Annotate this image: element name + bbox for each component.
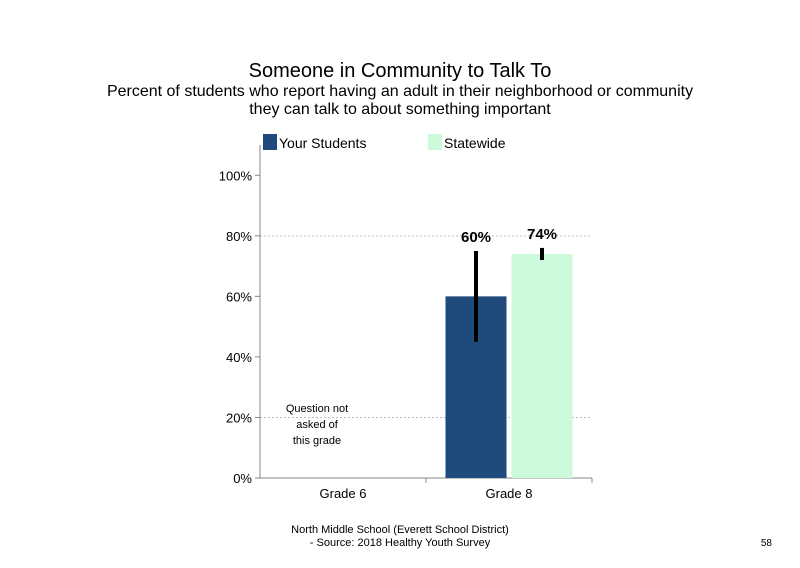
chart-subtitle: Percent of students who report having an… <box>0 83 800 119</box>
y-tick-label: 0% <box>233 471 252 486</box>
y-tick-label: 20% <box>226 410 252 425</box>
subtitle-line-1: Percent of students who report having an… <box>106 83 694 100</box>
legend-swatch <box>428 134 442 150</box>
x-tick-label: Grade 8 <box>486 486 533 501</box>
bar <box>511 253 573 478</box>
annotation-text: asked of <box>296 419 339 431</box>
subtitle-line-2: they can talk to about something importa… <box>249 101 551 118</box>
footer-source: - Source: 2018 Healthy Youth Survey <box>309 537 491 549</box>
page-number: 58 <box>760 538 772 549</box>
legend-label: Your Students <box>279 135 366 151</box>
legend-label: Statewide <box>444 135 506 151</box>
annotation-text: this grade <box>293 435 341 447</box>
data-label: 60% <box>461 229 491 246</box>
data-label: 74% <box>527 226 557 243</box>
footer: North Middle School (Everett School Dist… <box>0 524 800 550</box>
y-tick-label: 40% <box>226 350 252 365</box>
chart-title: Someone in Community to Talk To <box>248 60 552 82</box>
y-tick-label: 80% <box>226 229 252 244</box>
y-tick-label: 60% <box>226 289 252 304</box>
annotation-text: Question not <box>286 403 348 415</box>
x-tick-label: Grade 6 <box>320 486 367 501</box>
y-tick-label: 100% <box>219 168 253 183</box>
footer-school: North Middle School (Everett School Dist… <box>291 524 509 536</box>
legend-swatch <box>263 134 277 150</box>
